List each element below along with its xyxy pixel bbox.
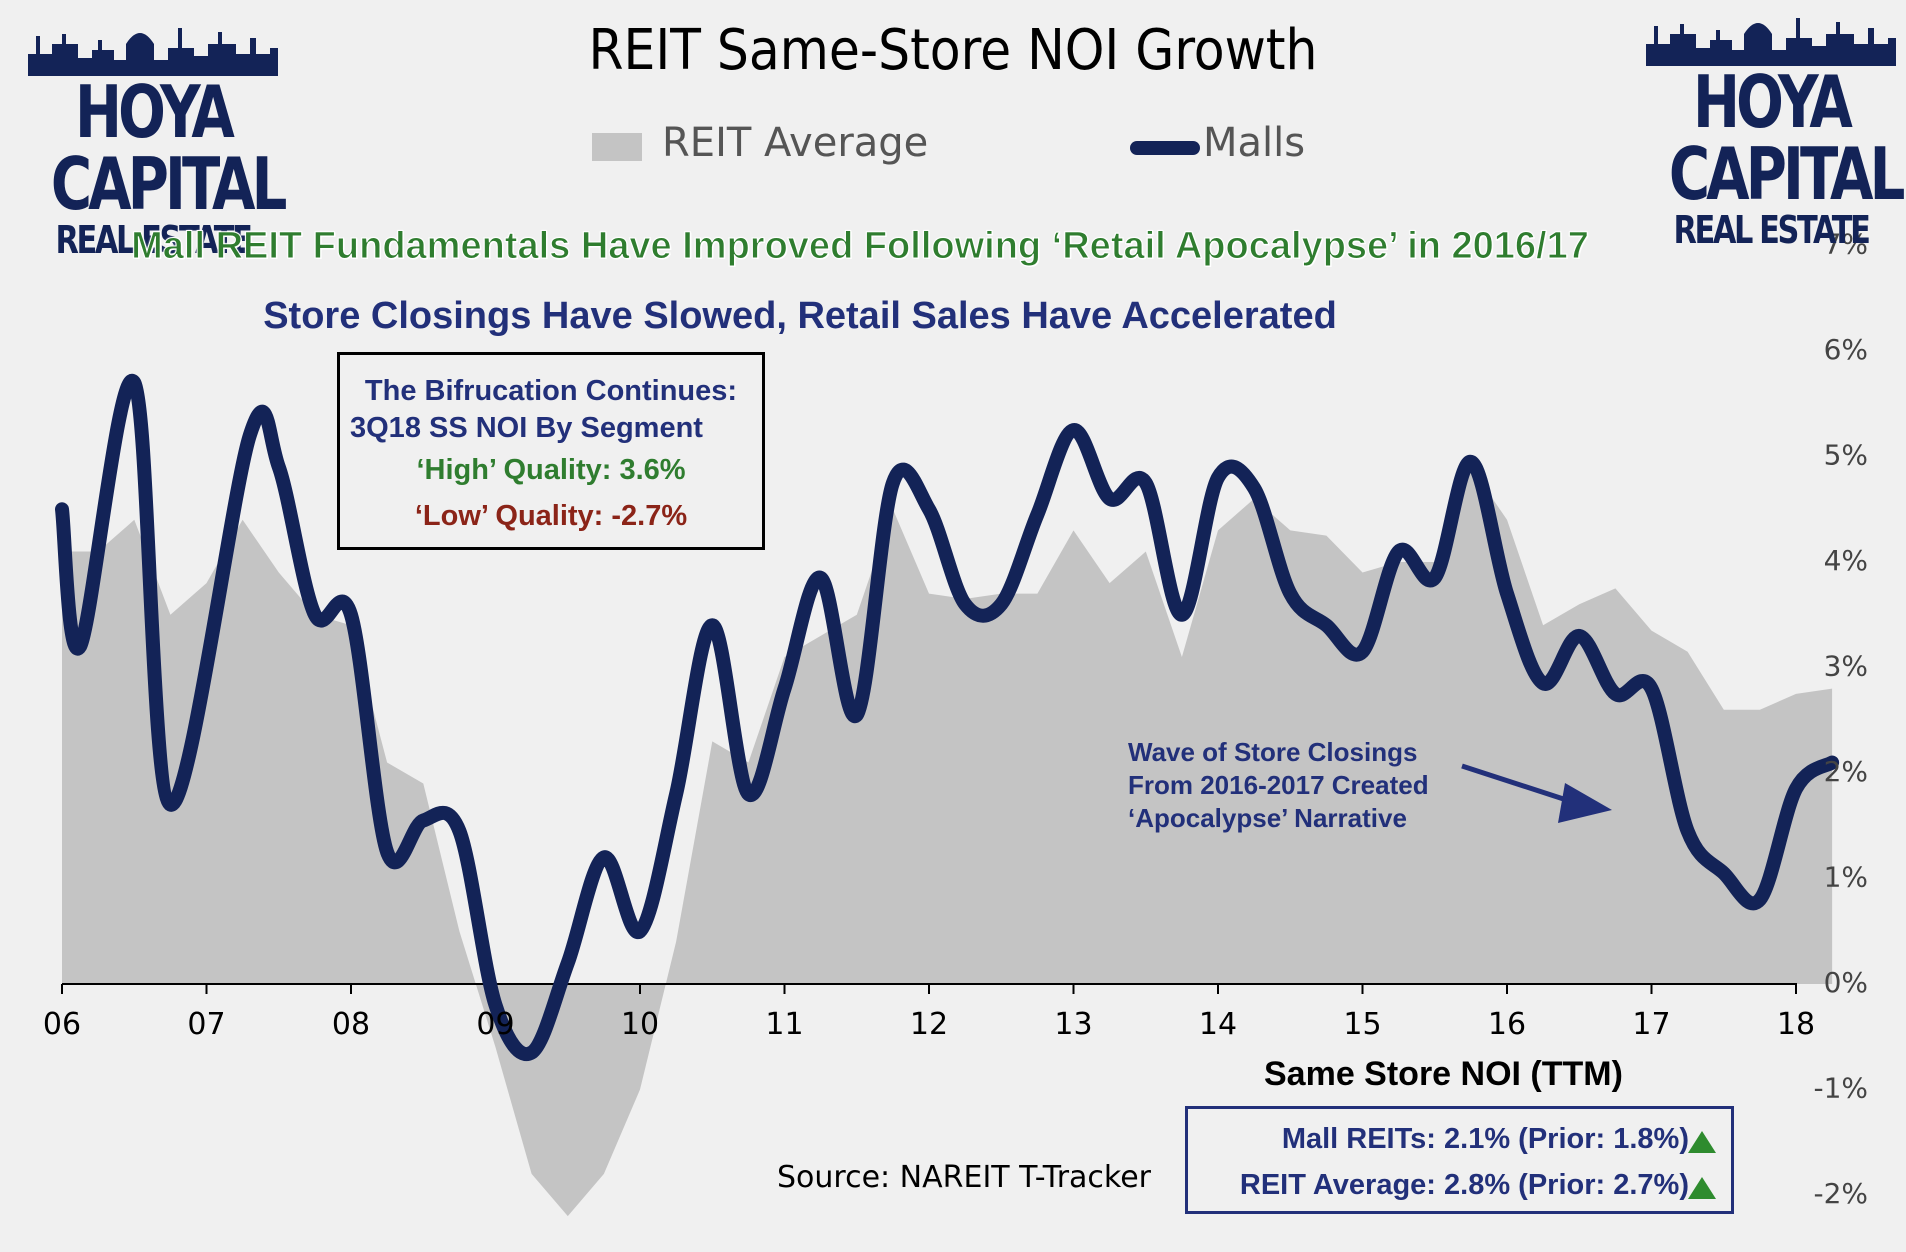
x-tick-label: 17: [1632, 1007, 1670, 1042]
logo-left: HOYA CAPITAL REAL ESTATE: [22, 14, 288, 262]
y-tick-label: 5%: [1824, 439, 1868, 472]
logo-sub: REAL ESTATE: [1673, 208, 1871, 252]
legend-line-swatch: [1130, 141, 1200, 155]
skyline-icon: [22, 14, 284, 76]
annotation-line1: Wave of Store Closings: [1128, 737, 1418, 767]
source-note: Source: NAREIT T-Tracker: [777, 1160, 1152, 1195]
up-triangle-icon: [1688, 1177, 1716, 1199]
y-tick-label: 4%: [1824, 544, 1868, 577]
y-tick-label: 2%: [1824, 755, 1868, 788]
chart-title: REIT Same-Store NOI Growth: [588, 18, 1318, 83]
x-tick-label: 12: [910, 1007, 948, 1042]
malls-line: [55, 373, 1840, 1062]
x-tick-label: 18: [1777, 1007, 1815, 1042]
annotation-line3: ‘Apocalypse’ Narrative: [1128, 803, 1407, 833]
summary-mall-reits: Mall REITs: 2.1% (Prior: 1.8%): [1281, 1123, 1689, 1155]
y-tick-label: 7%: [1824, 228, 1868, 261]
x-axis-ticks: 06 07 08 09 10 11 12 13 14 15 16 17 18: [43, 1007, 1815, 1042]
x-axis-title: Same Store NOI (TTM): [1264, 1055, 1623, 1093]
store-closings-annotation: Wave of Store Closings From 2016-2017 Cr…: [1128, 736, 1429, 835]
logo-right: HOYA CAPITAL REAL ESTATE: [1640, 4, 1906, 252]
y-tick-label: 6%: [1824, 333, 1868, 366]
up-triangle-icon: [1688, 1131, 1716, 1153]
x-tick-label: 06: [43, 1007, 81, 1042]
annotation-arrow: [1461, 763, 1612, 823]
infobox-line2: 3Q18 SS NOI By Segment: [350, 412, 703, 444]
y-tick-label: 1%: [1824, 861, 1868, 894]
logo-name: HOYA CAPITAL: [50, 70, 288, 226]
summary-box: Mall REITs: 2.1% (Prior: 1.8%) REIT Aver…: [1185, 1106, 1734, 1214]
x-tick-label: 10: [621, 1007, 659, 1042]
x-tick-label: 07: [187, 1007, 225, 1042]
x-tick-label: 11: [765, 1007, 803, 1042]
x-tick-label: 13: [1054, 1007, 1092, 1042]
headline-green: Mall REIT Fundamentals Have Improved Fol…: [131, 225, 1590, 268]
infobox-line1: The Bifrucation Continues:: [364, 375, 738, 407]
x-tick-label: 08: [332, 1007, 370, 1042]
legend-area-swatch: [592, 133, 642, 161]
headline-blue: Store Closings Have Slowed, Retail Sales…: [263, 295, 1337, 337]
logo-name: HOYA CAPITAL: [1668, 60, 1906, 216]
y-tick-label: -2%: [1813, 1177, 1868, 1210]
infobox-high-quality: ‘High’ Quality: 3.6%: [416, 454, 686, 486]
y-tick-label: 3%: [1824, 650, 1868, 683]
legend-line-label: Malls: [1203, 120, 1306, 166]
skyline-icon: [1640, 4, 1902, 66]
infobox-low-quality: ‘Low’ Quality: -2.7%: [414, 500, 688, 532]
y-tick-label: 0%: [1824, 966, 1868, 999]
malls-line-layer: [55, 373, 1840, 1062]
x-tick-label: 09: [476, 1007, 514, 1042]
y-axis-ticks: 7% 6% 5% 4% 3% 2% 1% 0% -1% -2%: [1813, 228, 1868, 1211]
logo-sub: REAL ESTATE: [55, 218, 253, 262]
x-tick-label: 16: [1488, 1007, 1526, 1042]
legend-area-label: REIT Average: [662, 120, 929, 166]
y-tick-label: -1%: [1813, 1072, 1868, 1105]
x-tick-label: 15: [1343, 1007, 1381, 1042]
x-tick-label: 14: [1199, 1007, 1237, 1042]
x-axis: [61, 983, 1797, 994]
summary-reit-average: REIT Average: 2.8% (Prior: 2.7%): [1239, 1169, 1689, 1201]
segment-info-box: The Bifrucation Continues: 3Q18 SS NOI B…: [337, 352, 765, 550]
annotation-line2: From 2016-2017 Created: [1128, 770, 1429, 800]
